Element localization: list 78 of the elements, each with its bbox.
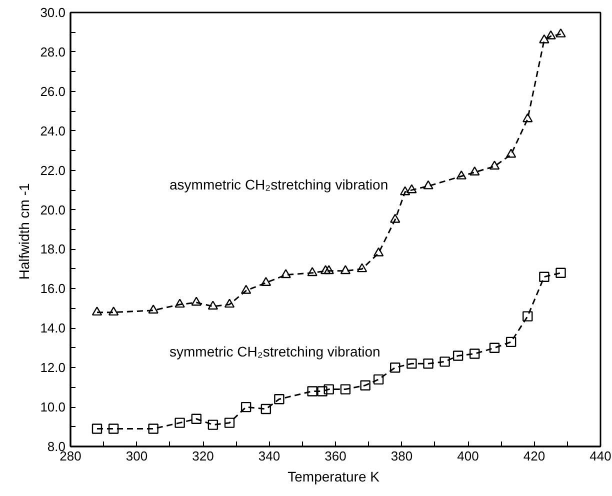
point (148, 424, 158, 434)
point (274, 394, 284, 404)
x-tick-label: 440 (590, 448, 612, 464)
y-tick-label: 28.0 (40, 44, 66, 60)
point (423, 358, 434, 369)
point (240, 402, 252, 412)
point (317, 386, 328, 396)
point (522, 311, 533, 322)
point (539, 272, 550, 282)
point (556, 28, 566, 38)
y-tick-label: 22.0 (40, 162, 66, 178)
point (108, 424, 119, 434)
point (373, 247, 384, 256)
point (522, 113, 533, 122)
point (208, 300, 218, 310)
point (556, 268, 566, 278)
x-tick-label: 380 (390, 448, 413, 464)
point (340, 265, 351, 274)
point (174, 418, 185, 428)
point (324, 265, 334, 274)
point (340, 384, 351, 394)
annotation: asymmetric CH₂stretching vibration (170, 176, 388, 192)
point (324, 384, 334, 394)
x-tick-label: 320 (192, 448, 214, 464)
point (452, 350, 464, 361)
point (489, 342, 500, 353)
x-tick-label: 360 (324, 448, 346, 464)
point (423, 180, 434, 190)
point (260, 276, 272, 286)
y-tick-label: 12.0 (40, 360, 66, 376)
point (174, 298, 185, 308)
point (280, 269, 291, 278)
point (470, 166, 480, 176)
point (240, 284, 252, 294)
annotation: symmetric CH₂stretching vibration (170, 344, 380, 360)
point (260, 404, 272, 414)
point (148, 304, 158, 314)
y-tick-label: 10.0 (40, 400, 66, 415)
point (406, 184, 417, 194)
x-tick-label: 340 (258, 448, 280, 464)
point (307, 267, 318, 276)
point (390, 214, 400, 223)
point (373, 374, 384, 385)
point (470, 348, 480, 359)
x-tick-label: 300 (126, 448, 148, 464)
x-axis-title: Temperature K (288, 468, 380, 484)
point (440, 356, 450, 367)
y-tick-label: 20.0 (40, 202, 66, 218)
point (320, 265, 331, 274)
point (390, 362, 400, 373)
x-tick-label: 400 (457, 448, 479, 464)
y-tick-label: 14.0 (40, 320, 66, 336)
point (92, 424, 102, 434)
point (506, 336, 516, 348)
x-tick-label: 420 (523, 448, 546, 464)
point (400, 186, 410, 196)
point (489, 160, 500, 170)
point (191, 296, 202, 306)
y-tick-label: 24.0 (40, 123, 66, 138)
point (224, 298, 235, 308)
y-tick-label: 16.0 (40, 281, 66, 296)
point (208, 420, 218, 430)
point (506, 148, 516, 158)
point (307, 386, 318, 396)
point (360, 380, 370, 390)
y-tick-label: 30.0 (40, 5, 66, 20)
point (356, 263, 368, 272)
y-axis-title: Halfwidth cm -1 (16, 182, 32, 280)
point (539, 34, 550, 44)
point (108, 306, 119, 316)
point (406, 358, 417, 369)
point (224, 418, 235, 428)
y-tick-label: 18.0 (40, 242, 66, 257)
point (546, 30, 556, 40)
point (92, 306, 102, 316)
point (191, 414, 202, 424)
point (456, 170, 466, 180)
y-tick-label: 26.0 (40, 84, 66, 99)
